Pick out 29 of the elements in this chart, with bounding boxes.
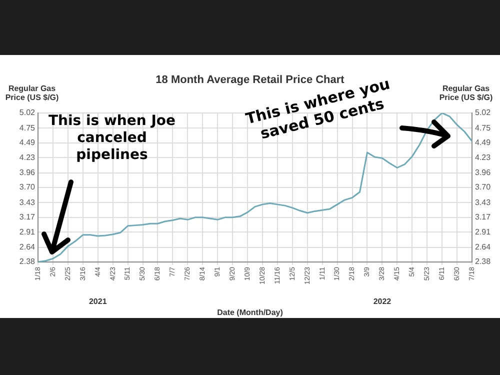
y-tick-label: 3.70 bbox=[19, 182, 36, 192]
y2-tick-label: 3.70 bbox=[475, 182, 492, 192]
x-axis-title: Date (Month/Day) bbox=[217, 308, 284, 317]
y2-tick-label: 5.02 bbox=[475, 108, 492, 118]
y2-tick-label: 4.23 bbox=[475, 152, 492, 162]
y2-tick-label: 3.43 bbox=[475, 198, 492, 207]
y-tick-label: 2.64 bbox=[19, 242, 36, 252]
text: 2022 bbox=[373, 297, 392, 306]
y2-tick-label: 4.49 bbox=[475, 138, 492, 148]
y2-tick-label: 2.91 bbox=[475, 227, 492, 236]
y2-tick-label: 4.75 bbox=[475, 123, 492, 132]
y-tick-label: 4.75 bbox=[19, 123, 36, 132]
annotation: This is when Joe canceled pipelines bbox=[47, 113, 177, 164]
y-tick-label: 2.38 bbox=[19, 257, 36, 266]
y2-tick-label: 3.96 bbox=[475, 168, 492, 178]
y-tick-label: 3.43 bbox=[19, 198, 36, 207]
y-tick-label: 4.49 bbox=[19, 138, 36, 148]
y-tick-label: 3.96 bbox=[19, 168, 36, 178]
y2-axis-title: Regular Gas Price (US $/G) bbox=[439, 84, 494, 102]
chart-title: 18 Month Average Retail Price Chart bbox=[156, 74, 345, 86]
y2-tick-label: 2.38 bbox=[475, 257, 492, 266]
text: 2021 bbox=[88, 297, 108, 306]
y2-tick-label: 3.17 bbox=[475, 212, 492, 222]
y-tick-label: 5.02 bbox=[19, 108, 36, 118]
y-axis-title: Regular Gas Price (US $/G) bbox=[5, 84, 60, 102]
y2-tick-label: 2.64 bbox=[475, 242, 492, 252]
y-tick-label: 3.17 bbox=[19, 212, 36, 222]
y-tick-label: 4.23 bbox=[19, 152, 36, 162]
y-tick-label: 2.91 bbox=[19, 227, 36, 236]
